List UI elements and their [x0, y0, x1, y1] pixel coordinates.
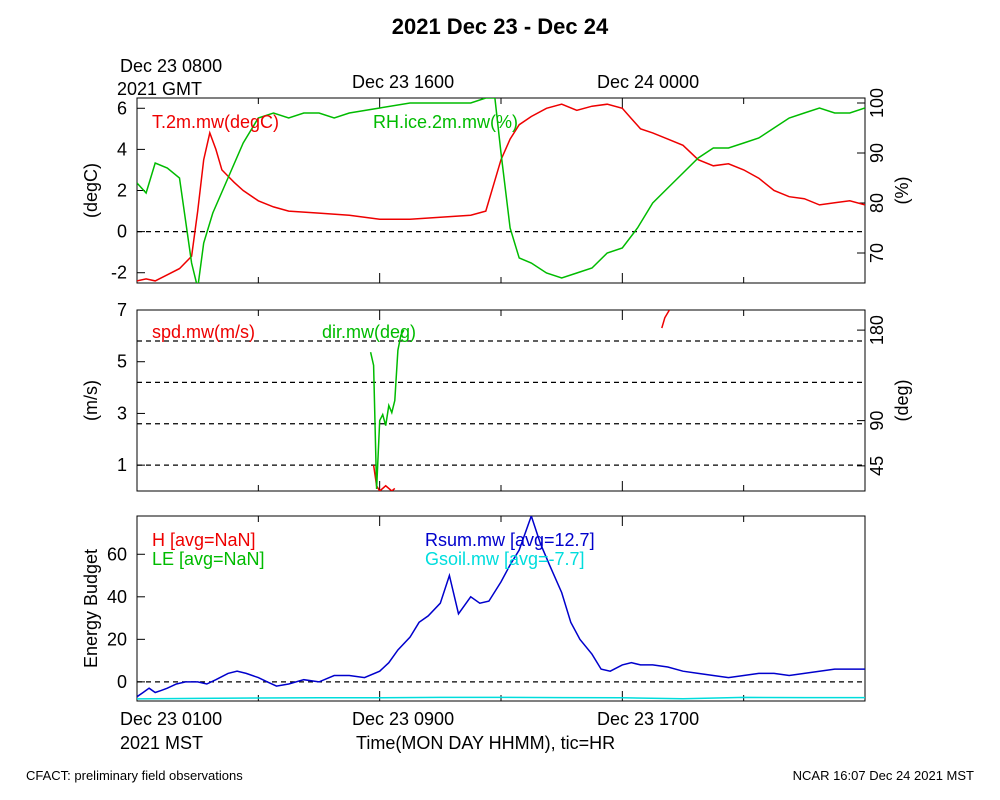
series-line-temperature: [137, 103, 865, 282]
legend-label-h: H [avg=NaN]: [152, 530, 256, 550]
legend-label-temperature: T.2m.mw(degC): [152, 112, 279, 132]
y-left-tick-label: 6: [117, 98, 127, 118]
bottom-time-label-1: Dec 23 0100: [120, 709, 223, 729]
legend-label-le: LE [avg=NaN]: [152, 549, 265, 569]
series-line-gsoil: [137, 696, 865, 700]
y-left-axis-title: Energy Budget: [81, 549, 101, 668]
y-left-tick-label: 0: [117, 222, 127, 242]
legend-label-rsum: Rsum.mw [avg=12.7]: [425, 530, 595, 550]
y-left-tick-label: 0: [117, 672, 127, 692]
legend-label-gsoil: Gsoil.mw [avg=-7.7]: [425, 549, 585, 569]
series-group: [137, 516, 865, 700]
y-left-tick-label: 4: [117, 139, 127, 159]
y-right-tick-label: 180: [867, 315, 887, 345]
footer-note: CFACT: preliminary field observations: [26, 768, 243, 783]
series-line-rsum: [137, 516, 865, 698]
y-left-tick-label: 5: [117, 352, 127, 372]
series-line-wind-direction: [369, 329, 405, 490]
y-left-tick-label: 60: [107, 544, 127, 564]
x-axis-title: Time(MON DAY HHMM), tic=HR: [356, 733, 616, 753]
series-group: [369, 310, 671, 491]
panel-wind: 1 3 5 7 45 90 180 (m/s) (deg) spd.mw(m/s) dir.mw(d…: [81, 300, 912, 492]
y-left-tick-label: 1: [117, 455, 127, 475]
bottom-time-label-3: Dec 23 1700: [597, 709, 700, 729]
y-left-axis-title: (degC): [81, 163, 101, 218]
chart-title: 2021 Dec 23 - Dec 24: [391, 14, 609, 39]
footer-timestamp: NCAR 16:07 Dec 24 2021 MST: [792, 768, 974, 783]
y-right-tick-label: 45: [867, 456, 887, 476]
legend-label-wind-direction: dir.mw(deg): [322, 322, 416, 342]
y-left-tick-label: 20: [107, 629, 127, 649]
series-line-wind-speed: [661, 310, 671, 329]
y-right-tick-label: 80: [867, 193, 887, 213]
y-right-tick-label: 70: [867, 243, 887, 263]
legend-label-rh-ice: RH.ice.2m.mw(%): [373, 112, 518, 132]
y-right-tick-label: 90: [867, 411, 887, 431]
y-left-tick-label: 3: [117, 403, 127, 423]
y-right-tick-label: 90: [867, 143, 887, 163]
top-time-label-3: Dec 24 0000: [597, 72, 700, 92]
legend-label-wind-speed: spd.mw(m/s): [152, 322, 255, 342]
bottom-time-label-2: Dec 23 0900: [352, 709, 455, 729]
series-line-rh-ice: [137, 98, 865, 283]
panel-temperature-humidity: -2 0 2 4 6 70 80 90 100 (degC) (%) T.2m.mw(degC) RH.…: [81, 88, 912, 284]
y-left-tick-label: 2: [117, 181, 127, 201]
y-left-tick-label: 40: [107, 587, 127, 607]
top-time-label-1-timezone: 2021 GMT: [117, 79, 203, 99]
y-right-axis-title: (%): [892, 177, 912, 205]
series-group: [137, 98, 865, 283]
y-left-tick-label: 7: [117, 300, 127, 320]
top-time-label-1: Dec 23 0800: [120, 56, 223, 76]
top-time-label-2: Dec 23 1600: [352, 72, 455, 92]
y-left-axis-title: (m/s): [81, 380, 101, 421]
bottom-time-label-1-timezone: 2021 MST: [120, 733, 204, 753]
y-left-tick-label: -2: [111, 263, 127, 283]
panel-energy-budget: 0 20 40 60 Energy Budget H [avg=NaN]LE [avg=N…: [81, 515, 866, 702]
y-right-tick-label: 100: [867, 88, 887, 118]
y-right-axis-title: (deg): [892, 379, 912, 421]
